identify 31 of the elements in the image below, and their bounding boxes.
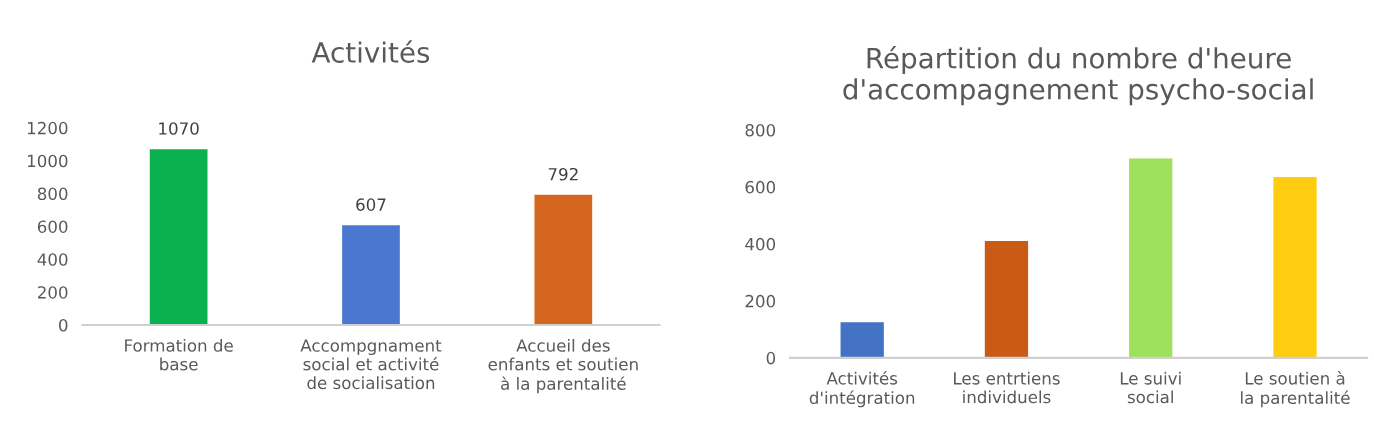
y-tick-label: 1200 <box>27 121 68 135</box>
bar <box>1273 176 1317 358</box>
y-tick-label: 200 <box>37 286 68 299</box>
bar <box>840 322 884 358</box>
bar <box>534 194 593 326</box>
y-tick-label: 600 <box>745 180 776 194</box>
x-tick-label: Accueil des enfants et soutien à la parentalité <box>488 338 638 394</box>
data-label: 1070 <box>159 122 199 135</box>
y-tick-label: 0 <box>766 351 776 365</box>
x-tick-label: Les entrtiens individuels <box>954 371 1060 404</box>
y-tick-label: 400 <box>745 237 776 251</box>
chart-title: Activités <box>311 40 430 63</box>
bar <box>149 149 208 326</box>
data-label: 792 <box>548 167 578 181</box>
y-tick-label: 800 <box>745 123 776 137</box>
bar <box>1129 158 1173 358</box>
x-tick-label: Le suivi social <box>1120 371 1181 404</box>
y-tick-label: 400 <box>37 253 68 266</box>
x-tick-label: Formation de base <box>125 338 233 371</box>
bar <box>984 241 1029 358</box>
y-tick-label: 600 <box>37 220 68 233</box>
y-tick-label: 200 <box>745 294 776 308</box>
chart-title: Répartition du nombre d'heure d'accompagnement psycho-social <box>843 46 1313 106</box>
data-label: 607 <box>356 198 386 211</box>
x-tick-label: Le soutien à la parentalité <box>1241 371 1350 408</box>
y-tick-label: 1000 <box>27 154 68 168</box>
y-tick-label: 800 <box>37 187 68 201</box>
x-tick-label: Activités d'intégration <box>809 371 915 408</box>
y-tick-label: 0 <box>59 319 68 332</box>
bar <box>342 225 400 326</box>
x-tick-label: Accompgnament social et activité de socialisation <box>300 339 442 390</box>
